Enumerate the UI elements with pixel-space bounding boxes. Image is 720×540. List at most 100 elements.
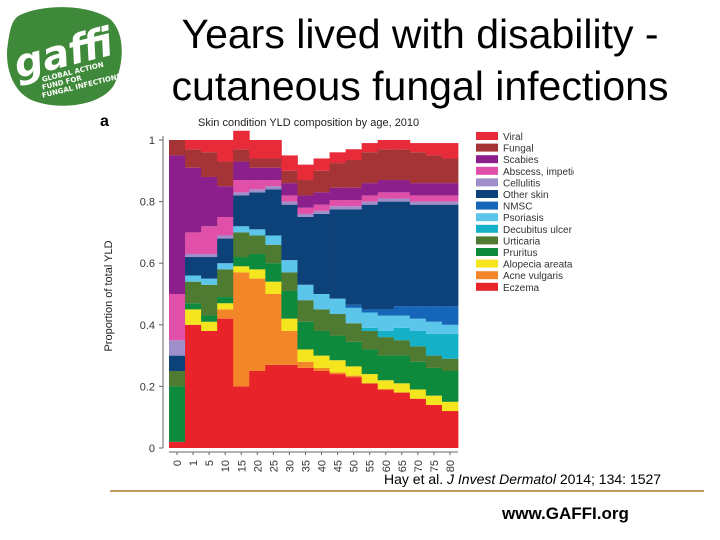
- legend-item-abscess-impetigo-bacterial: Abscess, impetigo, bacterial: [476, 166, 574, 178]
- bar-segment-scabies: [313, 192, 330, 205]
- bar-segment-acne-vulgaris: [233, 272, 250, 387]
- y-tick-label: 0.6: [140, 258, 155, 270]
- bar-segment-decubitus-ulcer: [441, 334, 459, 359]
- bar-segment-scabies: [377, 180, 395, 193]
- website-link[interactable]: www.GAFFI.org: [502, 504, 629, 523]
- legend-label: Other skin: [503, 190, 549, 201]
- bar-segment-eczema: [281, 364, 298, 448]
- bar-segment-viral: [217, 140, 234, 162]
- yld-chart: a Skin condition YLD composition by age,…: [94, 108, 574, 478]
- bar-segment-fungal: [409, 152, 427, 184]
- bar-segment-other-skin: [297, 217, 314, 285]
- bar-segment-scabies: [169, 155, 186, 294]
- bar-stack-age-40: [313, 158, 330, 448]
- bar-segment-psoriasis: [329, 298, 347, 315]
- bar-segment-alopecia-areata: [281, 318, 298, 331]
- legend-swatch: [476, 224, 498, 233]
- bar-segment-fungal: [169, 140, 186, 156]
- bar-segment-viral: [393, 140, 411, 150]
- bar-stack-age-30: [281, 155, 298, 448]
- bar-segment-urticaria: [361, 330, 379, 350]
- legend-label: Eczema: [503, 283, 540, 294]
- x-tick-label: 60: [381, 460, 393, 472]
- bar-segment-other-skin: [281, 204, 298, 261]
- legend-swatch: [476, 271, 498, 280]
- bar-segment-abscess-impetigo-bacterial: [377, 192, 395, 199]
- bar-segment-psoriasis: [361, 312, 379, 328]
- legend-swatch: [476, 201, 498, 210]
- legend-item-other-skin: Other skin: [476, 190, 549, 201]
- bar-segment-psoriasis: [233, 226, 250, 233]
- bar-stack-age-70: [409, 143, 427, 448]
- bar-segment-viral: [281, 155, 298, 171]
- bar-stack-age-1: [185, 140, 202, 448]
- bar-segment-scabies: [265, 167, 282, 181]
- bar-segment-fungal: [393, 149, 411, 181]
- legend-swatch: [476, 132, 498, 140]
- bar-segment-abscess-impetigo-bacterial: [329, 200, 347, 207]
- x-tick-label: 25: [268, 460, 280, 472]
- bar-segment-fungal: [185, 149, 202, 168]
- legend-item-scabies: Scabies: [476, 155, 539, 166]
- bar-segment-urticaria: [441, 358, 459, 371]
- bar-segment-eczema: [393, 392, 411, 448]
- bar-segment-eczema: [441, 411, 459, 448]
- bar-segment-psoriasis: [377, 315, 395, 331]
- bar-segment-fungal: [361, 152, 379, 184]
- bar-segment-fungal: [201, 152, 218, 177]
- bar-segment-decubitus-ulcer: [361, 327, 379, 331]
- bar-segment-other-skin: [313, 213, 330, 294]
- bar-segment-abscess-impetigo-bacterial: [361, 195, 379, 202]
- legend-label: Scabies: [503, 155, 539, 166]
- bar-segment-fungal: [329, 163, 347, 188]
- bar-segment-nmsc: [361, 309, 379, 313]
- bar-segment-psoriasis: [201, 278, 218, 285]
- legend-swatch: [476, 190, 498, 198]
- bar-segment-scabies: [441, 183, 459, 196]
- bar-segment-pruritus: [409, 361, 427, 390]
- bar-segment-urticaria: [249, 235, 266, 254]
- bar-segment-urticaria: [281, 272, 298, 291]
- bar-segment-urticaria: [409, 346, 427, 362]
- bar-segment-urticaria: [297, 300, 314, 322]
- legend-swatch: [476, 143, 498, 152]
- bar-segment-fungal: [297, 180, 314, 196]
- bar-segment-fungal: [249, 158, 266, 168]
- bar-segment-psoriasis: [313, 294, 330, 310]
- bar-segment-eczema: [297, 367, 314, 448]
- legend-swatch: [476, 248, 498, 256]
- bar-segment-fungal: [377, 149, 395, 181]
- bar-segment-scabies: [361, 183, 379, 196]
- legend-item-decubitus-ulcer: Decubitus ulcer: [476, 224, 573, 236]
- x-tick-label: 50: [349, 460, 361, 472]
- bar-segment-abscess-impetigo-bacterial: [441, 195, 459, 202]
- bar-segment-scabies: [201, 176, 218, 227]
- bar-segment-other-skin: [377, 201, 395, 310]
- slide-title: Years lived with disability - cutaneous …: [150, 8, 690, 112]
- bar-segment-abscess-impetigo-bacterial: [169, 294, 186, 341]
- x-tick-label: 80: [445, 460, 457, 472]
- x-tick-label: 35: [300, 460, 312, 472]
- bar-segment-abscess-impetigo-bacterial: [201, 226, 218, 254]
- bar-segment-pruritus: [329, 335, 347, 361]
- legend-item-psoriasis: Psoriasis: [476, 213, 544, 224]
- bar-segment-eczema: [169, 441, 186, 448]
- bar-segment-acne-vulgaris: [297, 361, 314, 368]
- bar-segment-pruritus: [201, 315, 218, 322]
- legend-swatch: [476, 259, 498, 268]
- bar-segment-pruritus: [265, 263, 282, 282]
- bar-segment-psoriasis: [345, 307, 363, 324]
- bar-segment-pruritus: [233, 257, 250, 267]
- bar-segment-acne-vulgaris: [249, 278, 266, 371]
- bar-segment-scabies: [329, 187, 347, 201]
- bar-segment-eczema: [217, 318, 234, 448]
- x-tick-label: 15: [236, 460, 248, 472]
- bar-segment-decubitus-ulcer: [393, 327, 411, 341]
- bar-segment-viral: [377, 140, 395, 150]
- bar-segment-viral: [297, 164, 314, 181]
- bar-segment-other-skin: [217, 238, 234, 264]
- bar-segment-viral: [329, 152, 347, 164]
- legend-swatch: [476, 166, 498, 175]
- bar-segment-alopecia-areata: [313, 355, 330, 368]
- bar-stack-age-75: [425, 143, 443, 448]
